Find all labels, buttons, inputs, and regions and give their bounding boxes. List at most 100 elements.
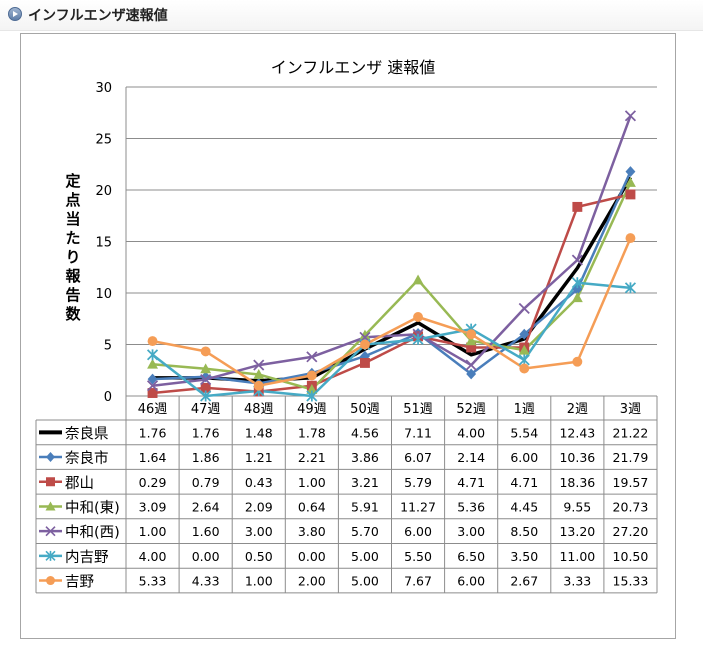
y-axis-label-char: 当	[65, 210, 80, 228]
data-cell: 7.11	[404, 425, 432, 440]
data-point	[146, 349, 159, 361]
data-cell: 18.36	[559, 475, 595, 490]
category-label: 50週	[350, 402, 380, 417]
data-point	[571, 277, 583, 289]
series-name: 奈良市	[65, 450, 109, 467]
data-point	[306, 390, 318, 402]
data-point	[465, 335, 477, 346]
legend-key-marker	[45, 501, 56, 511]
category-label: 52週	[456, 402, 486, 417]
category-label: 49週	[297, 402, 327, 417]
series-markers	[146, 110, 637, 402]
data-cell: 9.55	[563, 499, 591, 514]
y-axis-label-char: 告	[65, 286, 80, 304]
series-name: 郡山	[65, 475, 94, 492]
data-point	[359, 329, 371, 340]
data-cell: 6.07	[404, 450, 432, 465]
data-point	[625, 233, 636, 244]
data-point	[519, 328, 530, 340]
data-point	[412, 333, 424, 345]
data-cell: 6.00	[457, 574, 485, 589]
data-cell: 0.50	[245, 549, 273, 564]
data-point	[413, 312, 423, 322]
data-cell: 5.36	[457, 499, 485, 514]
data-cell: 3.21	[351, 475, 379, 490]
data-cell: 1.76	[192, 425, 220, 440]
play-circle-icon	[8, 7, 22, 21]
data-point	[625, 189, 636, 200]
data-point	[519, 363, 530, 374]
legend-key-marker	[45, 526, 56, 537]
data-point	[147, 388, 158, 398]
y-tick-label: 15	[95, 236, 112, 251]
category-label: 51週	[403, 402, 433, 417]
data-point	[253, 380, 264, 391]
y-tick-label: 5	[104, 339, 112, 354]
category-label: 1週	[514, 402, 535, 417]
data-point	[625, 166, 636, 178]
data-cell: 1.78	[298, 425, 326, 440]
y-axis-label-char: た	[65, 229, 80, 247]
data-cell: 1.76	[139, 425, 167, 440]
data-point	[200, 373, 212, 386]
data-cell: 0.29	[139, 475, 167, 490]
data-point	[360, 357, 370, 368]
data-cell: 4.71	[457, 475, 485, 490]
data-point	[200, 346, 211, 357]
data-point	[253, 359, 265, 371]
data-point	[466, 342, 477, 353]
data-cell: 3.33	[563, 574, 591, 589]
data-cell: 3.50	[510, 549, 538, 564]
data-point	[147, 358, 158, 369]
category-label: 48週	[244, 402, 274, 417]
data-point	[200, 363, 212, 374]
y-axis-label-char: 定	[65, 172, 80, 190]
series-lines	[151, 115, 633, 398]
data-point	[253, 369, 265, 379]
data-cell: 5.00	[351, 574, 379, 589]
data-cell: 1.60	[192, 524, 220, 539]
data-cell: 5.33	[139, 574, 167, 589]
data-cell: 5.54	[510, 425, 538, 440]
data-cell: 13.20	[559, 524, 595, 539]
data-cell: 2.00	[298, 574, 326, 589]
data-cell: 2.14	[457, 450, 485, 465]
data-point	[465, 359, 477, 371]
data-cell: 8.50	[510, 524, 538, 539]
chart-frame: 46週 47週 48週 49週 50週 51週 52週 1週 2週 3週 奈良県 1.76 1.76 1.…	[20, 33, 676, 639]
data-point	[518, 344, 530, 355]
data-cell: 11.27	[400, 499, 436, 514]
category-label: 46週	[138, 402, 168, 417]
y-tick-label: 20	[95, 184, 112, 199]
data-point	[572, 356, 583, 367]
series-line	[151, 281, 631, 398]
data-cell: 1.21	[245, 450, 273, 465]
data-point	[624, 282, 637, 294]
data-cell: 1.00	[298, 475, 326, 490]
category-label: 2週	[567, 402, 588, 417]
legend-key-marker	[46, 477, 55, 487]
series-line	[152, 115, 632, 387]
data-cell: 4.00	[457, 425, 485, 440]
legend-key-marker	[46, 452, 55, 463]
data-cell: 10.36	[559, 450, 595, 465]
y-tick-label: 25	[95, 133, 112, 148]
data-cell: 5.91	[351, 499, 379, 514]
data-cell: 6.50	[457, 549, 485, 564]
data-cell: 5.79	[404, 475, 432, 490]
series-name: 奈良県	[65, 425, 109, 442]
data-point	[466, 329, 477, 340]
data-cell: 5.70	[351, 524, 379, 539]
category-label: 3週	[620, 402, 641, 417]
data-point	[571, 254, 583, 266]
page-title: インフルエンザ速報値	[28, 8, 168, 24]
data-cell: 19.57	[613, 475, 649, 490]
data-cell: 21.22	[613, 425, 649, 440]
series-line	[152, 193, 631, 395]
data-point	[518, 302, 530, 315]
data-cell: 3.86	[351, 450, 379, 465]
data-point	[147, 373, 158, 385]
